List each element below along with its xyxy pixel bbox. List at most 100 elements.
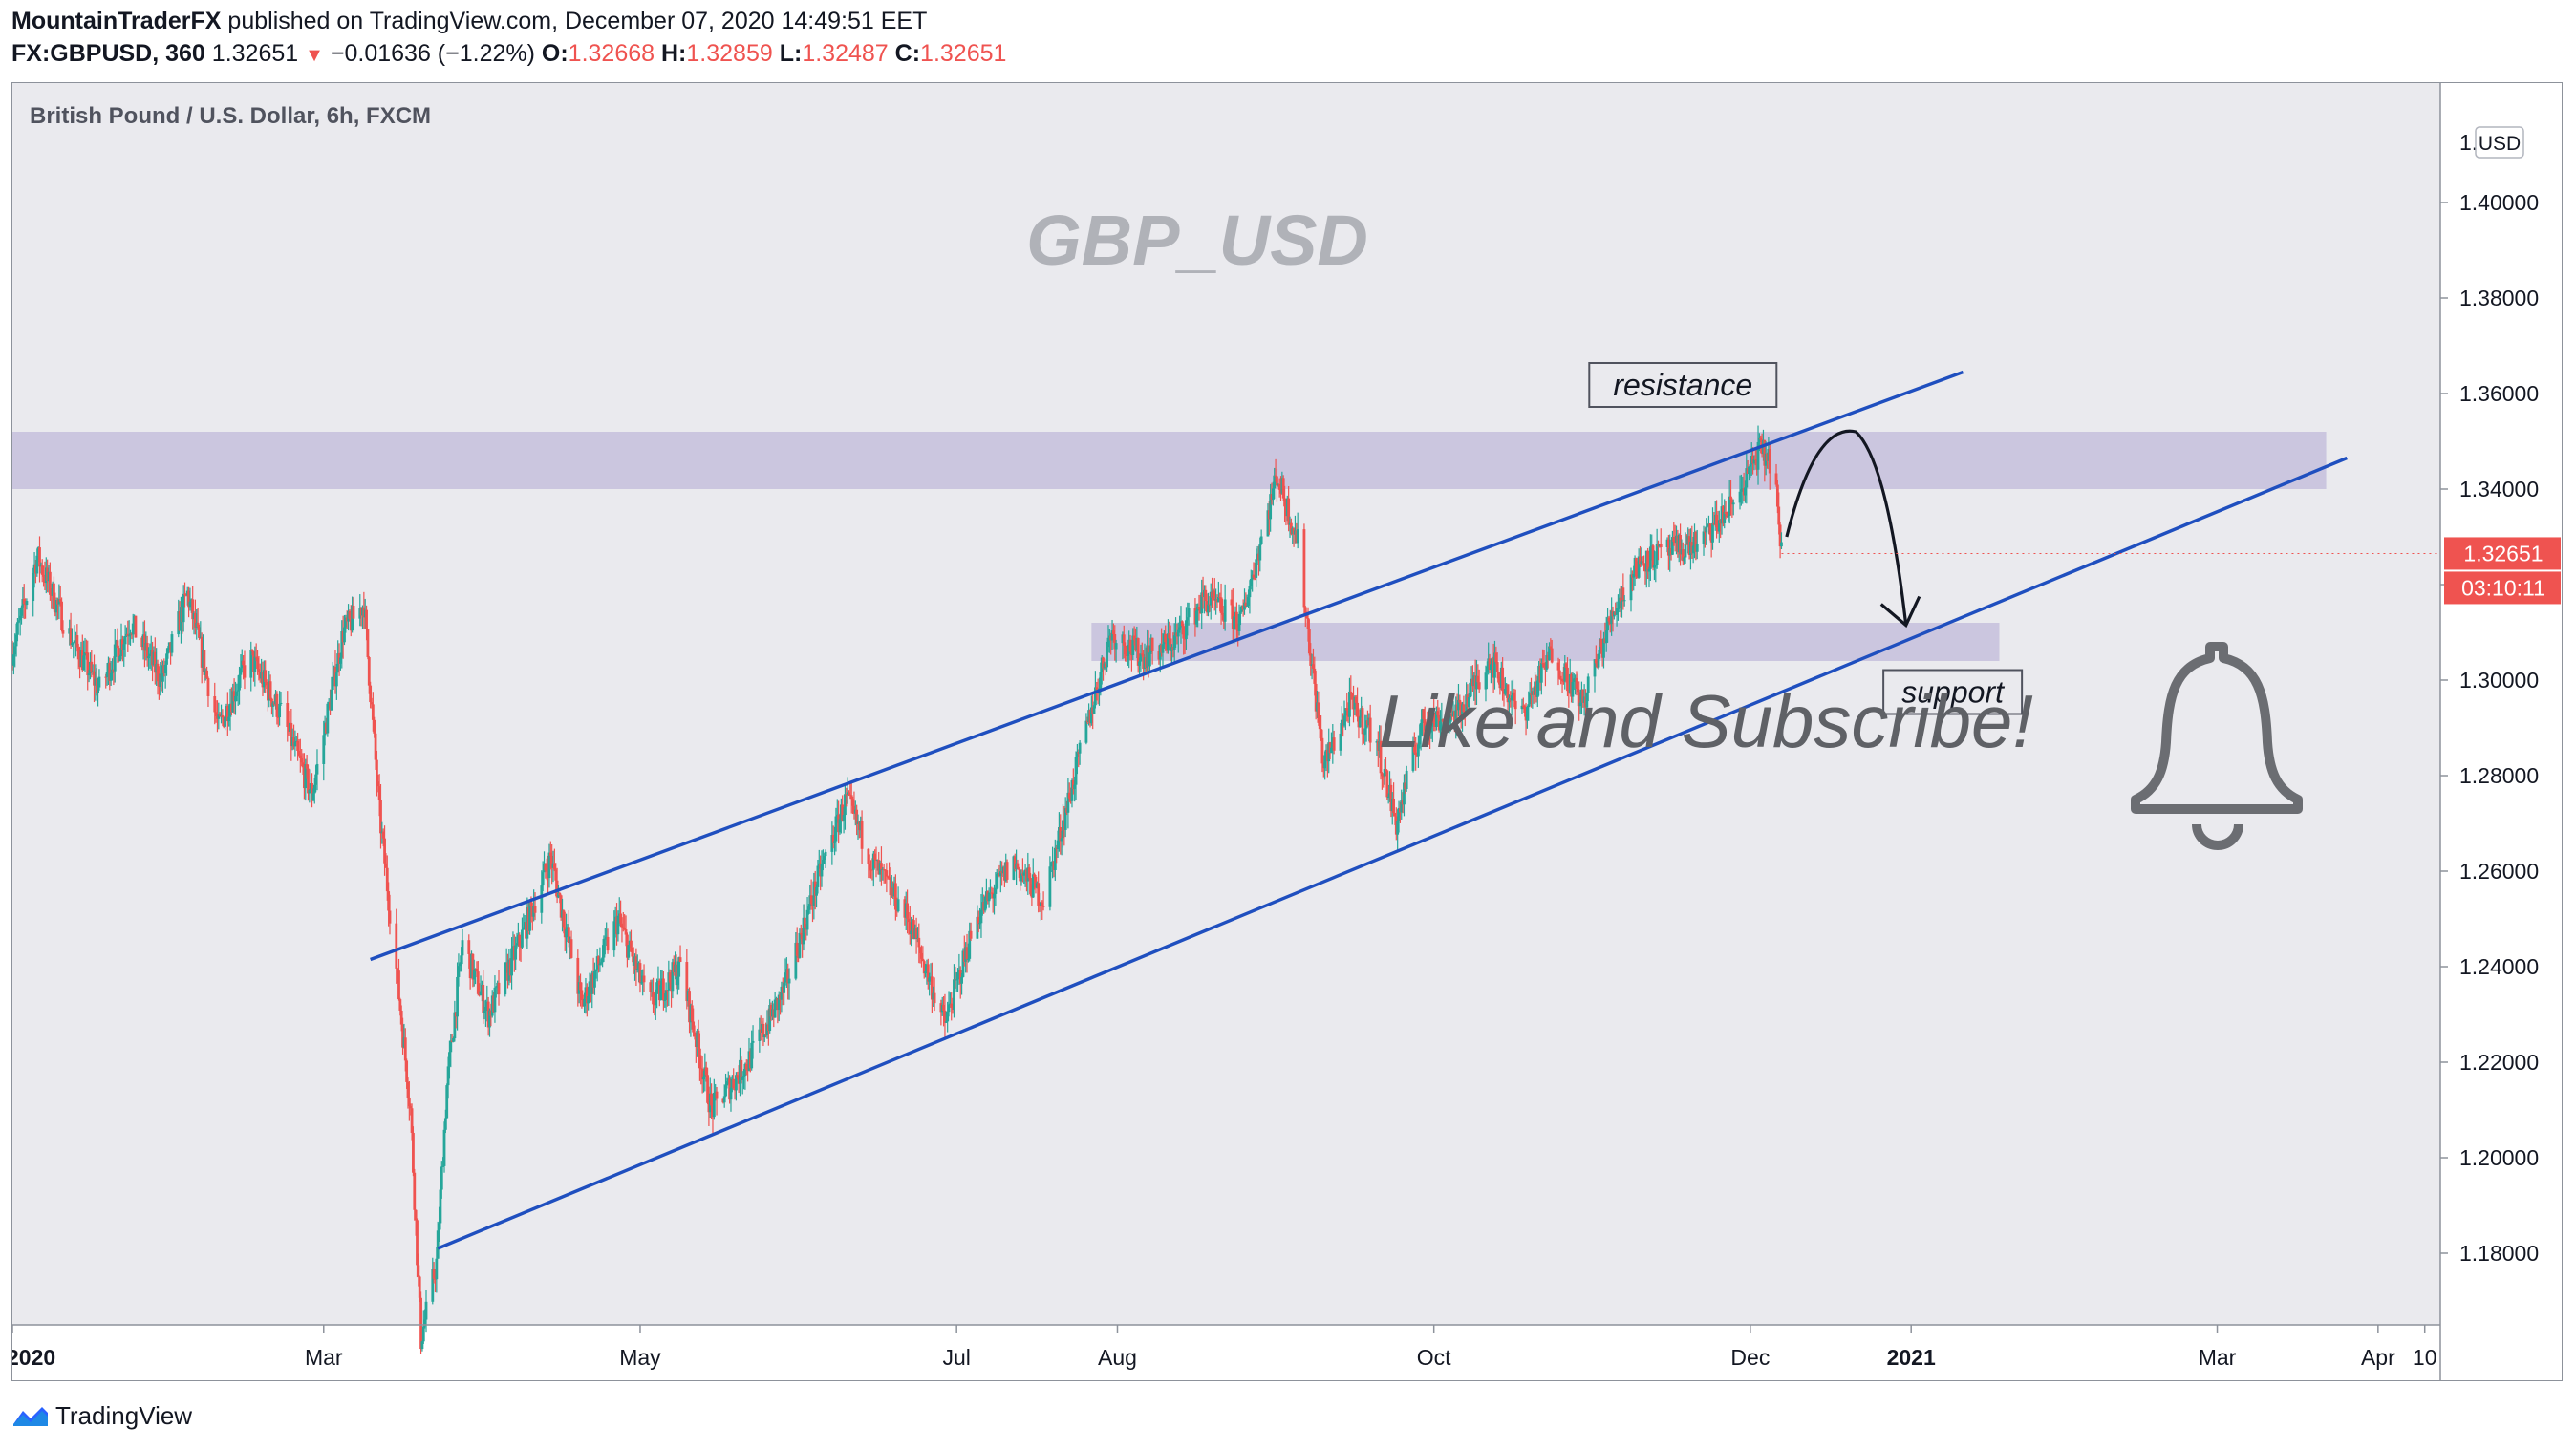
candle [1683, 556, 1686, 565]
candle [1185, 607, 1188, 650]
candle-body [1418, 735, 1422, 745]
candle-body [334, 672, 338, 687]
candle [25, 598, 29, 610]
x-tick-label: Apr [2361, 1345, 2395, 1370]
candle-body [1385, 770, 1389, 798]
channel-upper-line[interactable] [370, 370, 1964, 962]
candle-body [1216, 596, 1220, 603]
projection-arrow[interactable] [1785, 429, 1908, 626]
candle-body [131, 623, 135, 635]
candle-body [1539, 663, 1543, 683]
candle [1296, 512, 1299, 549]
candle-body [1513, 700, 1517, 710]
resistance-label[interactable]: resistance [1588, 362, 1778, 408]
publisher-name[interactable]: MountainTraderFX [11, 8, 222, 34]
candle-body [593, 971, 596, 988]
x-tick-label: Mar [2199, 1345, 2237, 1370]
candle [1572, 673, 1576, 691]
candle-body [1416, 744, 1420, 757]
candle-body [558, 892, 562, 896]
candle-body [1187, 608, 1191, 618]
candle [968, 922, 972, 962]
candle [243, 650, 247, 690]
candle [449, 1034, 453, 1068]
candle-body [1358, 716, 1362, 728]
candle [1780, 532, 1783, 549]
candle-body [1345, 708, 1349, 711]
candle [1383, 759, 1386, 785]
candle [1350, 693, 1354, 700]
candle-body [352, 605, 355, 619]
candle [802, 904, 805, 951]
price-axis[interactable]: 1.400001.380001.360001.340001.320001.300… [2440, 126, 2539, 1266]
candle [1234, 602, 1238, 641]
countdown-tag-text: 03:10:11 [2461, 575, 2545, 600]
candle-body [710, 1093, 714, 1106]
candle [1414, 736, 1418, 771]
watermark-text: GBP_USD [1026, 201, 1368, 280]
candle-body [830, 835, 834, 852]
candle [1094, 671, 1097, 709]
candle [634, 948, 638, 987]
candle-body [946, 1012, 950, 1022]
candle-body [235, 691, 239, 696]
candle-body [343, 627, 346, 643]
candle-body [312, 784, 316, 794]
candle-body [1239, 611, 1242, 614]
candle [418, 1275, 421, 1303]
candle-body [685, 962, 689, 1002]
candle [1053, 839, 1057, 881]
candle-body [698, 1048, 701, 1069]
candle-body [1095, 687, 1099, 690]
support-label[interactable]: support [1882, 669, 2024, 715]
candle-body [1343, 708, 1347, 716]
candle-body [87, 673, 91, 676]
candle [1302, 523, 1306, 614]
candle-body [1139, 653, 1143, 662]
candle [1702, 525, 1706, 556]
candle-body [740, 1059, 743, 1080]
candle-body [1094, 687, 1097, 706]
candle [750, 1030, 754, 1071]
candle-body [1063, 808, 1067, 830]
candle-body [467, 940, 471, 954]
chart-frame[interactable]: GBP_USD British Pound / U.S. Dollar, 6h,… [11, 82, 2563, 1381]
x-tick-label: May [619, 1345, 661, 1370]
candle-body [1610, 610, 1614, 625]
candle-body [1178, 627, 1182, 630]
candle [1646, 547, 1650, 579]
candle [805, 897, 809, 936]
candle [1679, 523, 1682, 566]
candle-body [314, 774, 318, 785]
candle [762, 1017, 765, 1047]
candle [979, 894, 983, 938]
candle-body [1122, 634, 1126, 646]
candle [933, 977, 936, 1012]
candle [1233, 615, 1236, 644]
candle-body [690, 1005, 694, 1022]
candle-body [1497, 672, 1500, 683]
time-axis[interactable]: 2020 Mar May Jul Aug Oct Dec 2021 Mar Apr 10 [12, 1325, 2437, 1370]
candle-body [1363, 728, 1367, 735]
candle-body [1647, 568, 1651, 572]
candle-body [1467, 696, 1470, 708]
candle-body [275, 693, 279, 717]
candle-body [1485, 666, 1489, 673]
candle-body [1484, 672, 1488, 690]
candle-body [456, 976, 459, 1017]
footer-brand[interactable]: TradingView [13, 1397, 192, 1435]
channel-lower-line[interactable] [437, 456, 2348, 1250]
candle [1139, 644, 1143, 672]
candle-body [1724, 511, 1728, 515]
candle-body [1245, 605, 1249, 607]
candle [376, 750, 378, 797]
price-chart[interactable]: GBP_USD British Pound / U.S. Dollar, 6h,… [12, 83, 2562, 1380]
candle-body [956, 972, 959, 980]
candle [1542, 650, 1546, 670]
candle [821, 849, 825, 871]
candle-body [1549, 646, 1553, 649]
currency-badge[interactable]: USD [2475, 126, 2524, 159]
candle-body [922, 961, 926, 974]
support-label-text: support [1901, 675, 2005, 710]
candle [1513, 689, 1517, 725]
